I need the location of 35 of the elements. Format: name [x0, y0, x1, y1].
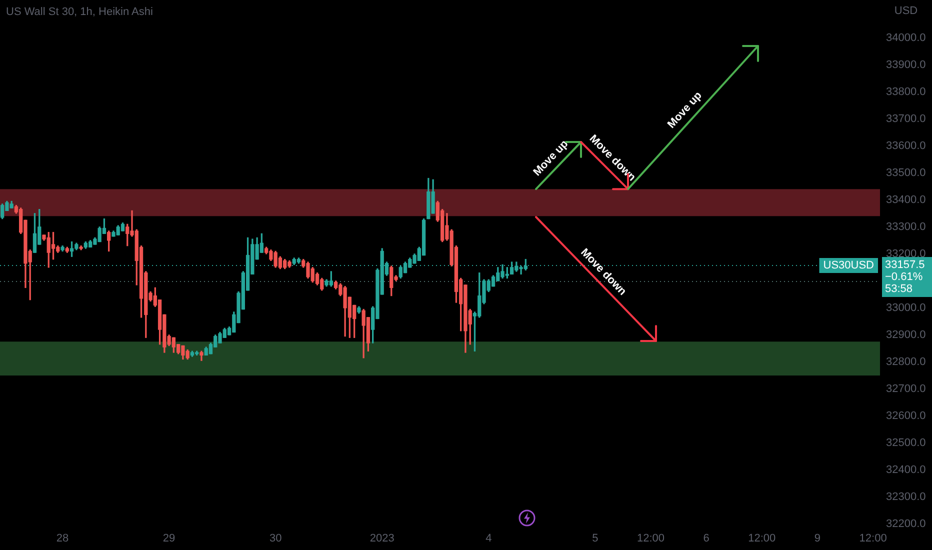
text: 53:58	[885, 283, 913, 296]
x-tick-label: 9	[814, 532, 821, 545]
text: US Wall St 30, 1h, Heikin Ashi	[6, 6, 153, 18]
y-tick-label: 32700.0	[886, 382, 926, 395]
ref-line-label: US30USD	[823, 260, 874, 272]
x-tick-label: 29	[162, 532, 176, 545]
x-tick-label: 4	[486, 532, 492, 545]
x-tick-label: 6	[703, 532, 710, 545]
y-tick-label: 33500.0	[886, 166, 926, 179]
x-tick-label: 2023	[370, 532, 394, 545]
text: −0.61%	[885, 271, 923, 284]
x-tick-label: 28	[56, 532, 69, 545]
x-tick-label: 5	[592, 532, 598, 545]
y-tick-label: 33200.0	[886, 248, 926, 260]
y-tick-label: 32600.0	[886, 410, 926, 422]
y-tick-label: 32400.0	[886, 464, 926, 476]
y-axis-title: USD	[894, 5, 918, 18]
y-tick-label: 33600.0	[886, 140, 926, 152]
x-tick-label: 12:00	[859, 532, 887, 545]
y-tick-label: 32200.0	[886, 518, 926, 530]
y-tick-label: 33400.0	[886, 194, 926, 206]
y-tick-label: 32500.0	[886, 437, 926, 449]
x-tick-label: 12:00	[748, 532, 776, 545]
x-tick-label: 12:00	[636, 532, 664, 545]
text: 33157.5	[885, 259, 925, 272]
x-tick-label: 30	[269, 532, 282, 545]
y-tick-label: 33700.0	[886, 112, 926, 125]
y-tick-label: 32900.0	[886, 328, 926, 341]
y-tick-label: 32300.0	[886, 491, 926, 504]
y-tick-label: 34000.0	[886, 32, 926, 44]
y-tick-label: 33800.0	[886, 86, 926, 98]
y-tick-label: 33300.0	[886, 220, 926, 233]
y-tick-label: 33900.0	[886, 58, 926, 71]
y-tick-label: 32800.0	[886, 356, 926, 368]
y-tick-label: 33000.0	[886, 302, 926, 314]
